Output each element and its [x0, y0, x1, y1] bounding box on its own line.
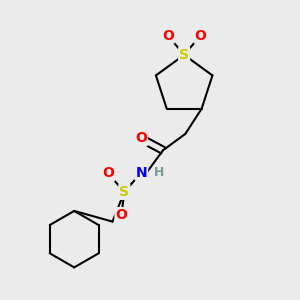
- Text: N: N: [136, 166, 147, 180]
- Text: H: H: [154, 166, 164, 179]
- Text: S: S: [179, 48, 189, 62]
- Text: O: O: [162, 28, 174, 43]
- Text: O: O: [102, 167, 114, 181]
- Text: O: O: [195, 28, 206, 43]
- Text: O: O: [116, 208, 127, 222]
- Text: S: S: [119, 185, 129, 199]
- Text: O: O: [135, 131, 147, 146]
